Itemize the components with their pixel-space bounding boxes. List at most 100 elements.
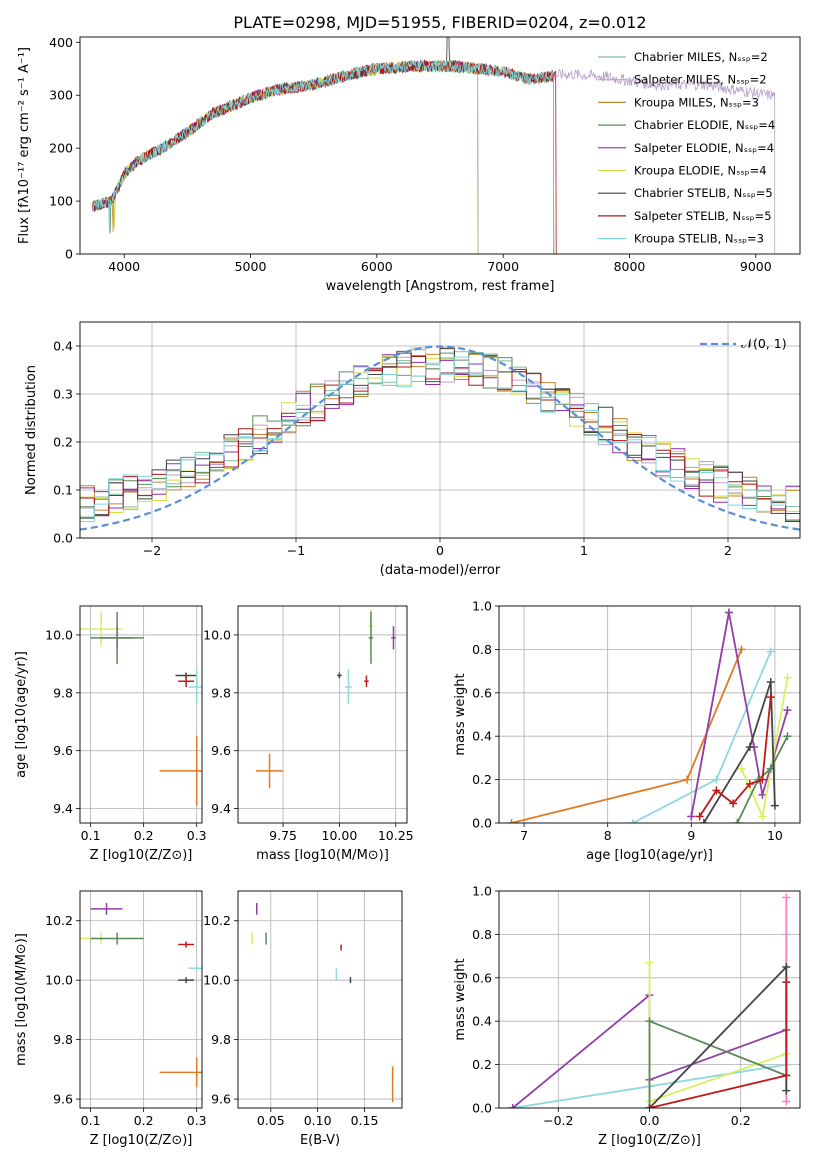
- tick-label-y: 0.0: [472, 816, 492, 831]
- axes-4: 7 8 9 10 0.0 0.2 0.4 0.6 0.8 1.0 age [log10(age/yr…: [453, 599, 800, 863]
- weight-marker: [783, 673, 792, 682]
- weight-marker: [782, 1097, 791, 1106]
- y-axis-label: Flux [fλ10⁻¹⁷ erg cm⁻² s⁻¹ A⁻¹]: [17, 47, 32, 244]
- tick-label-x: 0.3: [187, 1113, 207, 1128]
- tick-label-x: 7000: [487, 259, 519, 274]
- weight-marker: [683, 775, 692, 784]
- plot-area: [92, 37, 776, 254]
- tick-label-x: 0.1: [81, 1113, 101, 1128]
- tick-label-y: 9.6: [53, 1092, 73, 1107]
- weight-line-5: [736, 735, 789, 823]
- plot-area: [256, 608, 396, 789]
- weight-marker: [737, 645, 746, 654]
- weight-marker: [766, 647, 775, 656]
- error-bar-point: [178, 675, 195, 688]
- weight-marker: [695, 812, 704, 821]
- weight-marker: [507, 819, 516, 823]
- error-bar-point: [159, 1057, 202, 1088]
- tick-label-y: 0.6: [472, 685, 492, 700]
- histogram-7: [80, 354, 800, 517]
- tick-label-y: 0: [65, 247, 73, 262]
- tick-label-y: 10.2: [203, 913, 231, 928]
- axes-frame-0: [79, 36, 801, 255]
- tick-label-x: −1: [287, 543, 305, 558]
- spectrum-line-6: [92, 37, 555, 254]
- axes-frame-2: [79, 605, 203, 824]
- tick-label-x: 1: [580, 543, 588, 558]
- tick-label-x: 8: [604, 828, 612, 843]
- error-bar-point: [391, 626, 396, 650]
- tick-label-x: −0.2: [543, 1113, 573, 1128]
- tick-label-x: −2: [143, 543, 161, 558]
- tick-label-y: 0.6: [472, 970, 492, 985]
- figure-title: PLATE=0298, MJD=51955, FIBERID=0204, z=0…: [233, 13, 646, 32]
- tick-label-x: 0: [436, 543, 444, 558]
- y-axis-label: age [log10(age/yr)]: [14, 651, 29, 778]
- histogram-8: [80, 353, 800, 523]
- tick-label-x: 5000: [235, 259, 267, 274]
- error-bar-point: [364, 675, 369, 688]
- x-axis-label: E(B-V): [300, 1133, 340, 1148]
- legend-entry: Salpeter ELODIE, Nₛₛₚ=4: [634, 141, 774, 155]
- tick-label-y: 10.0: [45, 973, 73, 988]
- error-bar-point: [90, 611, 144, 664]
- tick-label-y: 0.0: [53, 531, 73, 546]
- tick-label-y: 0.4: [472, 729, 492, 744]
- y-axis-label: mass weight: [453, 958, 468, 1040]
- weight-marker: [729, 799, 738, 808]
- plot-area: [507, 608, 792, 823]
- axes-frame-6: [237, 890, 403, 1109]
- tick-label-y: 9.8: [211, 685, 231, 700]
- weight-marker: [782, 1086, 791, 1095]
- tick-label-x: 10: [767, 828, 783, 843]
- tick-label-y: 9.8: [53, 1032, 73, 1047]
- tick-label-x: 4000: [108, 259, 140, 274]
- weight-marker: [737, 764, 746, 773]
- grid-lines: [80, 891, 202, 1108]
- tick-label-y: 0.3: [53, 387, 73, 402]
- weight-marker: [782, 978, 791, 987]
- weight-marker: [783, 732, 792, 741]
- tick-label-y: 10.0: [203, 973, 231, 988]
- weight-marker: [712, 775, 721, 784]
- x-axis-label: (data-model)/error: [380, 563, 501, 578]
- weight-marker: [745, 743, 754, 752]
- weight-marker: [758, 775, 767, 784]
- weight-line-6: [703, 681, 776, 823]
- tick-label-y: 0.8: [472, 927, 492, 942]
- spectrum-line-0: [92, 60, 555, 254]
- weight-marker: [782, 962, 791, 971]
- tick-label-x: 0.2: [134, 1113, 154, 1128]
- axes-3: 9.75 10.00 10.25 9.4 9.6 9.8 10.0 mass [log10(M…: [203, 606, 414, 863]
- error-bar-point: [80, 611, 123, 647]
- spectrum-line-2: [92, 59, 555, 254]
- ticks: 7 8 9 10 0.0 0.2 0.4 0.6 0.8 1.0: [472, 599, 783, 844]
- weight-marker: [733, 819, 742, 823]
- tick-label-y: 1.0: [472, 884, 492, 899]
- legend-entry: 𝒩(0, 1): [741, 336, 787, 351]
- axes-frame-7: [498, 890, 801, 1109]
- weight-marker: [628, 819, 637, 823]
- error-bar-point: [256, 753, 284, 789]
- plot-area: [508, 893, 791, 1108]
- x-axis-label: wavelength [Angstrom, rest frame]: [326, 279, 555, 294]
- tick-label-y: 9.8: [53, 685, 73, 700]
- weight-marker: [645, 1104, 654, 1108]
- legend-entry: Kroupa ELODIE, Nₛₛₚ=4: [634, 164, 767, 178]
- tick-label-y: 10.0: [45, 627, 73, 642]
- tick-label-y: 0.2: [472, 1057, 492, 1072]
- ticks: 0.1 0.2 0.3 9.4 9.6 9.8 10.0: [45, 627, 206, 843]
- weight-marker: [699, 819, 708, 823]
- ticks: 4000 5000 6000 7000 8000 9000 0 100 200 300 400: [49, 35, 772, 274]
- weight-marker: [770, 801, 779, 810]
- axes-1: −2 −1 0 1 2 0.0 0.1 0.2 0.3 0.4 (data-model)/error…: [24, 322, 800, 578]
- tick-label-y: 0.8: [472, 642, 492, 657]
- weight-marker: [508, 1104, 517, 1108]
- error-bar-point: [90, 932, 144, 945]
- legend: Chabrier MILES, Nₛₛₚ=2 Salpeter MILES, Nₛ…: [598, 50, 775, 246]
- tick-label-x: 0.3: [187, 828, 207, 843]
- weight-marker: [766, 693, 775, 702]
- tick-label-x: 2: [724, 543, 732, 558]
- legend-entry: Salpeter STELIB, Nₛₛₚ=5: [634, 209, 772, 223]
